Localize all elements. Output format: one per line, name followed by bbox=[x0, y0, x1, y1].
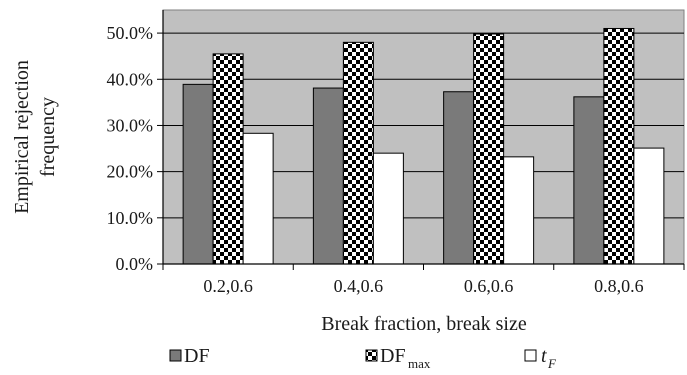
bar-tf bbox=[633, 147, 665, 265]
legend-label-tf: t bbox=[541, 345, 547, 367]
bar-tf bbox=[242, 132, 274, 265]
legend-label-tf-subscript: F bbox=[547, 356, 557, 371]
x-axis-ticks: 0.2,0.6 0.4,0.6 0.6,0.6 0.8,0.6 bbox=[162, 264, 685, 296]
bar-dfmax bbox=[603, 27, 635, 265]
legend-label-dfmax-subscript: max bbox=[408, 356, 431, 371]
legend-item-dfmax: DF max bbox=[365, 345, 431, 371]
y-axis-title-line2: frequency bbox=[37, 97, 59, 177]
x-axis-title: Break fraction, break size bbox=[321, 313, 527, 335]
y-tick-label: 50.0% bbox=[107, 23, 154, 43]
legend-swatch-dfmax bbox=[365, 349, 378, 362]
bar-dfmax bbox=[342, 41, 374, 265]
y-tick-label: 10.0% bbox=[107, 208, 154, 228]
y-axis-title-line1: Empirical rejection bbox=[11, 60, 33, 214]
y-tick-label: 0.0% bbox=[116, 254, 154, 274]
legend-label-dfmax: DF bbox=[380, 345, 406, 367]
x-tick-label: 0.8,0.6 bbox=[594, 276, 644, 296]
legend-label-df: DF bbox=[184, 345, 210, 367]
y-axis-ticks: 0.0% 10.0% 20.0% 30.0% 40.0% 50.0% bbox=[107, 23, 163, 274]
bars bbox=[182, 27, 665, 265]
bar-df bbox=[443, 91, 475, 265]
x-tick-label: 0.4,0.6 bbox=[334, 276, 384, 296]
legend-item-tf: t F bbox=[524, 345, 557, 371]
bar-df bbox=[573, 96, 605, 265]
bar-df bbox=[312, 87, 344, 265]
bar-df bbox=[182, 83, 214, 265]
legend-swatch-tf bbox=[524, 349, 537, 362]
x-tick-label: 0.6,0.6 bbox=[464, 276, 514, 296]
x-tick-label: 0.2,0.6 bbox=[203, 276, 253, 296]
bar-dfmax bbox=[212, 53, 244, 265]
bar-dfmax bbox=[473, 33, 505, 265]
y-tick-label: 40.0% bbox=[107, 69, 154, 89]
y-tick-label: 30.0% bbox=[107, 115, 154, 135]
legend-item-df: DF bbox=[169, 345, 210, 367]
legend: DF DF max t F bbox=[169, 345, 557, 371]
bar-tf bbox=[372, 152, 404, 265]
y-tick-label: 20.0% bbox=[107, 162, 154, 182]
bar-tf bbox=[503, 156, 535, 265]
legend-swatch-df bbox=[169, 349, 182, 362]
